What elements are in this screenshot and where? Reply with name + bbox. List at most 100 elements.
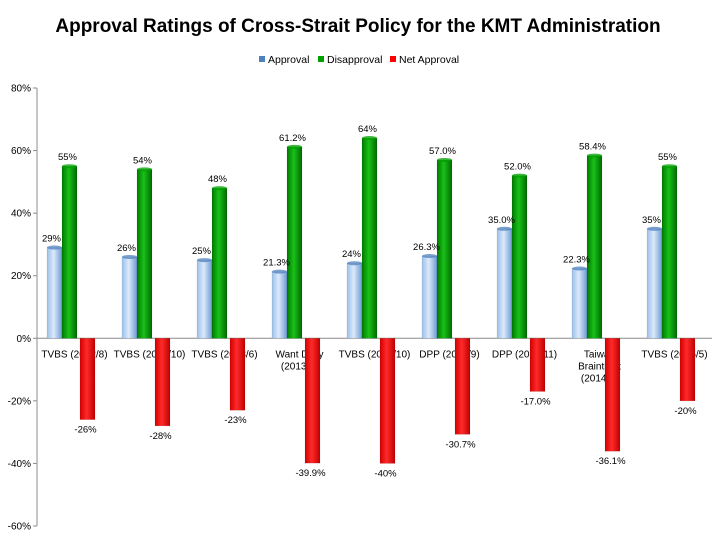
bar-net-approval-0: [79, 338, 96, 420]
data-label: 55%: [58, 152, 78, 163]
legend-label-1: Disapproval: [327, 54, 382, 66]
data-label: 26.3%: [413, 242, 440, 253]
x-tick-label: TVBS (2012/10): [114, 349, 186, 360]
chart-title: Approval Ratings of Cross-Strait Policy …: [55, 16, 660, 37]
legend: Approval Disapproval Net Approval: [259, 54, 459, 66]
data-label: -17.0%: [520, 396, 551, 407]
y-tick-label: 80%: [11, 84, 31, 95]
legend-label-2: Net Approval: [399, 54, 459, 66]
bar-cap-0-2: [197, 258, 212, 263]
bar-cap-1-0: [62, 164, 77, 169]
bar-approval-0: [46, 247, 63, 339]
data-label: -26%: [74, 425, 97, 436]
x-axis: TVBS (2012/8) TVBS (2012/10) TVBS (2013/6)…: [37, 337, 712, 384]
bar-cap-0-5: [422, 254, 437, 259]
bar-cap-1-6: [512, 173, 527, 178]
bar-cap-0-4: [347, 261, 362, 266]
data-label: -20%: [674, 406, 697, 417]
x-tick-label: Taiwan Braintrust (2014/6): [578, 349, 621, 384]
data-label: 55%: [658, 152, 678, 163]
y-tick-label: 40%: [11, 209, 31, 220]
legend-swatch-0: [259, 56, 265, 62]
data-label: 35%: [642, 215, 662, 226]
bar-cap-1-8: [662, 164, 677, 169]
data-label: 21.3%: [263, 258, 290, 269]
x-tick-label: DPP (2013/9): [419, 349, 479, 360]
y-tick-label: 0%: [17, 334, 32, 345]
bar-net-approval-3: [304, 338, 321, 464]
bar-approval-7: [571, 268, 588, 339]
bar-net-approval-6: [529, 338, 546, 392]
bar-approval-1: [121, 256, 138, 339]
bar-cap-0-1: [122, 254, 137, 259]
bar-net-approval-8: [679, 338, 696, 402]
y-tick-label: 20%: [11, 271, 31, 282]
x-tick-label: TVBS (2015/5): [641, 349, 707, 360]
data-label: 54%: [133, 155, 153, 166]
bar-net-approval-1: [154, 338, 171, 427]
bar-cap-1-5: [437, 157, 452, 162]
bar-cap-1-7: [587, 153, 602, 158]
x-tick-label: Want Daily (2013/8): [276, 349, 324, 372]
y-tick-label: -40%: [8, 459, 31, 470]
bars-group: [46, 136, 696, 464]
legend-swatch-1: [318, 56, 324, 62]
data-label: 24%: [342, 249, 362, 260]
bar-disapproval-2: [211, 187, 228, 339]
data-label: 48%: [208, 174, 228, 185]
bar-net-approval-5: [454, 338, 471, 435]
data-label: 61.2%: [279, 133, 306, 144]
bar-cap-0-8: [647, 226, 662, 231]
data-label: -40%: [374, 468, 397, 479]
bar-cap-0-3: [272, 269, 287, 274]
bar-cap-0-7: [572, 266, 587, 271]
x-tick-label: TVBS (2013/6): [191, 349, 257, 360]
bar-cap-0-6: [497, 226, 512, 231]
bar-cap-1-2: [212, 186, 227, 191]
bar-cap-0-0: [47, 245, 62, 250]
legend-label-0: Approval: [268, 54, 309, 66]
bar-disapproval-4: [361, 137, 378, 339]
data-label: -39.9%: [295, 468, 326, 479]
bar-cap-1-3: [287, 144, 302, 149]
bar-approval-5: [421, 255, 438, 339]
bar-approval-4: [346, 262, 363, 339]
y-tick-label: -60%: [8, 522, 31, 533]
x-tick-label: TVBS (2013/10): [339, 349, 411, 360]
bar-net-approval-7: [604, 338, 621, 452]
data-label: 58.4%: [579, 142, 606, 153]
data-label: 57.0%: [429, 146, 456, 157]
data-label: 22.3%: [563, 255, 590, 266]
data-label: 25%: [192, 246, 212, 257]
data-label: 29%: [42, 234, 62, 245]
bar-approval-2: [196, 259, 213, 339]
bar-disapproval-3: [286, 146, 303, 339]
bar-disapproval-6: [511, 175, 528, 339]
data-label: -36.1%: [595, 456, 626, 467]
bar-approval-6: [496, 228, 513, 339]
data-label: -23%: [224, 415, 247, 426]
bar-approval-3: [271, 271, 288, 339]
bar-cap-1-1: [137, 167, 152, 172]
data-label: -30.7%: [445, 439, 476, 450]
data-label: 35.0%: [488, 215, 515, 226]
bar-net-approval-4: [379, 338, 396, 464]
data-label: -28%: [149, 431, 172, 442]
bar-approval-8: [646, 228, 663, 339]
bar-cap-1-4: [362, 136, 377, 141]
data-labels-group: 29% 26% 25% 21.3% 24% 26.3% 35.0% 22.3% 35% 55% 54…: [42, 124, 697, 479]
data-label: 26%: [117, 243, 137, 254]
bar-net-approval-2: [229, 338, 246, 411]
data-label: 52.0%: [504, 162, 531, 173]
x-tick-label: DPP (2013/11): [492, 349, 557, 360]
bar-disapproval-1: [136, 169, 153, 339]
y-tick-label: -20%: [8, 396, 31, 407]
y-tick-label: 60%: [11, 146, 31, 157]
bar-disapproval-0: [61, 165, 78, 339]
x-tick-label: TVBS (2012/8): [41, 349, 107, 360]
bar-disapproval-8: [661, 165, 678, 339]
legend-swatch-2: [390, 56, 396, 62]
bar-disapproval-7: [586, 155, 603, 339]
y-axis: 80% 60% 40% 20% 0% -20% -40% -60%: [8, 84, 38, 533]
